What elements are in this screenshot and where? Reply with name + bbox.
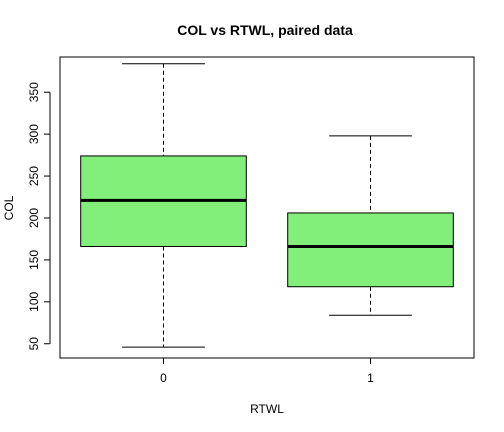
chart-title: COL vs RTWL, paired data <box>177 22 353 38</box>
y-tick-label: 200 <box>27 208 41 228</box>
box-body <box>288 213 454 287</box>
y-tick-label: 100 <box>27 291 41 311</box>
y-tick-label: 300 <box>27 124 41 144</box>
y-tick-label: 250 <box>27 166 41 186</box>
box-0 <box>81 64 247 347</box>
y-axis: 50 100 150 200 250 300 350 <box>27 82 50 351</box>
y-axis-label: COL <box>2 195 16 220</box>
plot-area <box>60 57 474 358</box>
x-tick-label: 0 <box>160 371 167 385</box>
y-tick-label: 50 <box>27 337 41 351</box>
box-1 <box>288 136 454 315</box>
x-axis-label: RTWL <box>250 402 284 416</box>
x-tick-label: 1 <box>367 371 374 385</box>
y-tick-label: 350 <box>27 82 41 102</box>
y-tick-label: 150 <box>27 250 41 270</box>
